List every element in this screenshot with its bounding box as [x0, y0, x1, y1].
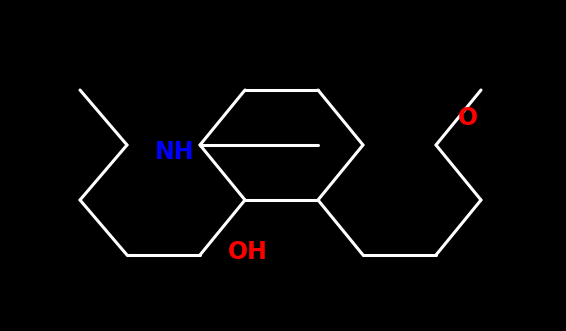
- Text: O: O: [458, 106, 478, 130]
- Text: NH: NH: [155, 140, 195, 164]
- Text: OH: OH: [228, 240, 268, 264]
